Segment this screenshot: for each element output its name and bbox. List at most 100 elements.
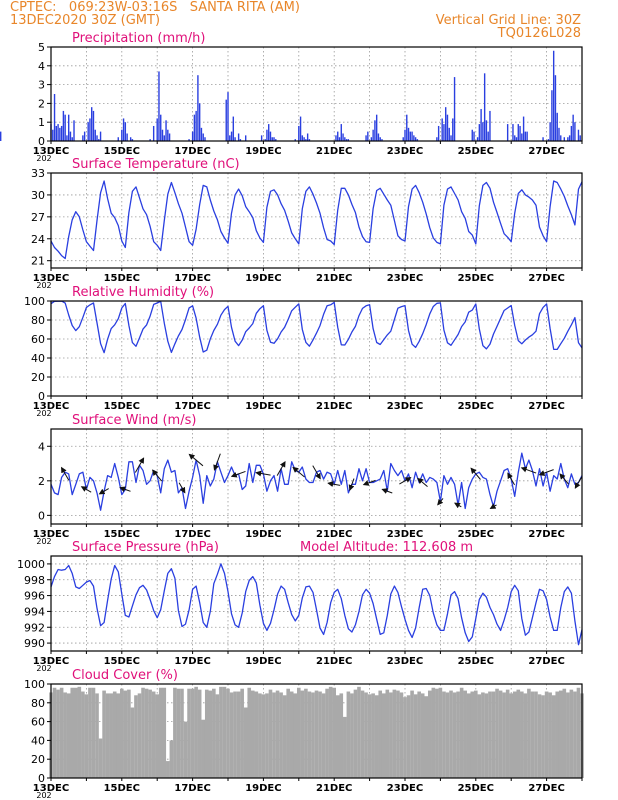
- bar: [297, 687, 301, 778]
- bar: [0, 131, 2, 141]
- y-tick-label: 996: [24, 590, 45, 603]
- bar: [459, 687, 464, 778]
- bar: [574, 122, 576, 141]
- bar: [495, 688, 499, 778]
- bar: [577, 129, 580, 141]
- bar: [198, 103, 201, 141]
- bar: [158, 71, 160, 141]
- bar: [512, 124, 514, 141]
- panel-5: [47, 555, 583, 654]
- y-tick-label: 998: [24, 574, 45, 587]
- bar: [438, 687, 443, 778]
- y-tick-label: 40: [31, 352, 45, 365]
- bar: [570, 125, 573, 141]
- bar: [239, 139, 242, 141]
- bar: [92, 110, 95, 141]
- bar: [300, 690, 305, 778]
- bar: [282, 695, 287, 778]
- x-tick-label: 13DEC: [33, 529, 69, 540]
- series-line: [50, 300, 583, 354]
- wind-arrow: [520, 466, 537, 474]
- bar: [188, 139, 190, 141]
- x-tick-label: 15DEC: [104, 273, 140, 284]
- bar: [367, 694, 372, 778]
- bar: [558, 690, 563, 778]
- bar: [378, 690, 383, 778]
- bar: [448, 127, 450, 141]
- x-tick-label: 19DEC: [245, 401, 281, 412]
- panel-title: Relative Humidity (%): [72, 285, 214, 300]
- bar: [491, 691, 496, 778]
- series-line: [50, 563, 583, 646]
- bar: [232, 116, 235, 141]
- bar: [301, 135, 304, 141]
- wind-arrow: [507, 472, 515, 486]
- wind-arrow: [312, 465, 321, 480]
- bar: [442, 691, 446, 778]
- bar: [200, 127, 203, 141]
- bar: [449, 690, 453, 778]
- bar: [549, 122, 551, 141]
- bar: [158, 687, 163, 778]
- y-tick-label: 21: [31, 255, 45, 268]
- bar: [83, 131, 86, 141]
- y-tick-label: 80: [31, 314, 45, 327]
- x-year-fragment: 202: [36, 791, 51, 800]
- bar: [374, 695, 379, 778]
- wind-arrow: [559, 473, 569, 485]
- bar: [556, 112, 558, 141]
- bar: [413, 135, 415, 141]
- bar: [264, 139, 266, 141]
- x-tick-label: 17DEC: [174, 783, 210, 794]
- bar: [173, 687, 177, 778]
- panel-frame: [50, 300, 583, 397]
- bar: [66, 135, 68, 141]
- bar: [271, 137, 273, 141]
- bar: [314, 690, 319, 778]
- x-tick-label: 23DEC: [387, 783, 423, 794]
- y-tick-label: 100: [24, 678, 45, 691]
- y-tick-label: 27: [31, 211, 45, 224]
- bar: [71, 137, 73, 141]
- bar: [105, 693, 110, 778]
- header-left-line1: CPTEC: 069:23W-03:16S SANTA RITA (AM): [10, 0, 300, 15]
- bar: [414, 137, 417, 141]
- bar: [445, 107, 447, 141]
- header-right-line2: TQ0126L028: [497, 26, 581, 41]
- bar: [307, 691, 312, 778]
- x-tick-label: 13DEC: [33, 273, 69, 284]
- bar: [562, 688, 567, 778]
- x-tick-label: 19DEC: [245, 656, 281, 667]
- bar: [137, 693, 142, 778]
- bar: [250, 690, 255, 778]
- bar: [156, 118, 158, 141]
- bar: [489, 110, 491, 141]
- bar: [197, 75, 199, 141]
- bar: [57, 124, 59, 141]
- bar: [109, 693, 113, 778]
- x-year-fragment: 202: [36, 664, 51, 673]
- x-tick-label: 15DEC: [104, 146, 140, 157]
- bar: [566, 692, 570, 778]
- bar: [260, 135, 263, 141]
- x-tick-label: 21DEC: [316, 273, 352, 284]
- bar: [195, 110, 197, 141]
- x-tick-label: 17DEC: [174, 401, 210, 412]
- bar: [275, 139, 277, 141]
- bar: [160, 114, 162, 141]
- bar: [480, 109, 482, 141]
- bar: [515, 137, 518, 141]
- bar: [417, 691, 421, 778]
- bar: [350, 693, 354, 778]
- bar: [371, 693, 375, 778]
- bar: [502, 692, 506, 778]
- bar: [551, 90, 553, 141]
- bar: [245, 135, 247, 141]
- x-tick-label: 19DEC: [245, 146, 281, 157]
- bar: [98, 738, 103, 778]
- bar: [385, 689, 390, 778]
- x-tick-label: 25DEC: [458, 146, 494, 157]
- x-tick-label: 13DEC: [33, 146, 69, 157]
- bar: [152, 125, 155, 141]
- wind-arrow: [119, 486, 131, 493]
